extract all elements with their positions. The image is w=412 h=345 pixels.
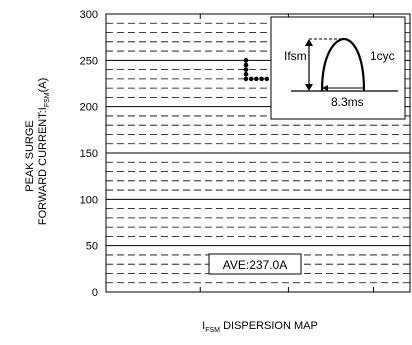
inset-cycle-label: 1cyc	[370, 49, 395, 63]
data-points	[243, 58, 270, 82]
y-axis-label-sub: FSM	[44, 92, 52, 108]
y-axis-label-main: FORWARD CURRENT:I	[36, 107, 49, 226]
y-tick-label: 300	[80, 9, 98, 21]
data-point	[264, 76, 270, 82]
inset-peak-label: Ifsm	[284, 49, 307, 63]
data-point	[243, 71, 249, 77]
y-axis-ticks: 0 50 100 150 200 250 300	[80, 9, 98, 299]
y-tick-label: 250	[80, 55, 98, 67]
y-tick-label: 100	[80, 194, 98, 206]
y-axis-label-unit: (A)	[36, 77, 49, 93]
y-tick-label: 200	[80, 102, 98, 114]
data-point	[243, 58, 249, 63]
y-axis-label-line2: FORWARD CURRENT:IFSM(A)	[36, 78, 52, 226]
average-box	[208, 253, 302, 275]
inset-width-arrowhead	[322, 85, 328, 91]
inset-frame	[270, 16, 406, 120]
x-axis-label-sub: FSM	[205, 327, 221, 335]
data-point	[243, 76, 249, 82]
inset-arrow-down	[305, 84, 313, 91]
data-point	[254, 76, 259, 82]
data-point	[243, 62, 249, 68]
inset-width-label: 8.3ms	[331, 95, 364, 109]
data-point	[259, 76, 264, 82]
y-axis-label-line1: PEAK SURGE	[24, 120, 36, 192]
data-point	[243, 67, 249, 72]
y-tick-label: 50	[86, 241, 98, 253]
x-axis-label: IFSM DISPERSION MAP	[110, 320, 410, 334]
x-axis-label-rest: DISPERSION MAP	[220, 320, 318, 332]
y-tick-label: 0	[92, 287, 98, 299]
plot-frame	[105, 13, 411, 293]
y-tick-label: 150	[80, 148, 98, 160]
inset-half-sine	[320, 37, 366, 92]
average-label: AVE:237.0A	[223, 258, 288, 272]
inset-waveform: Ifsm 1cyc 8.3ms	[270, 16, 406, 120]
data-point	[248, 76, 254, 82]
x-axis-label-main: I	[202, 320, 206, 332]
inset-arrow-up	[305, 39, 313, 46]
